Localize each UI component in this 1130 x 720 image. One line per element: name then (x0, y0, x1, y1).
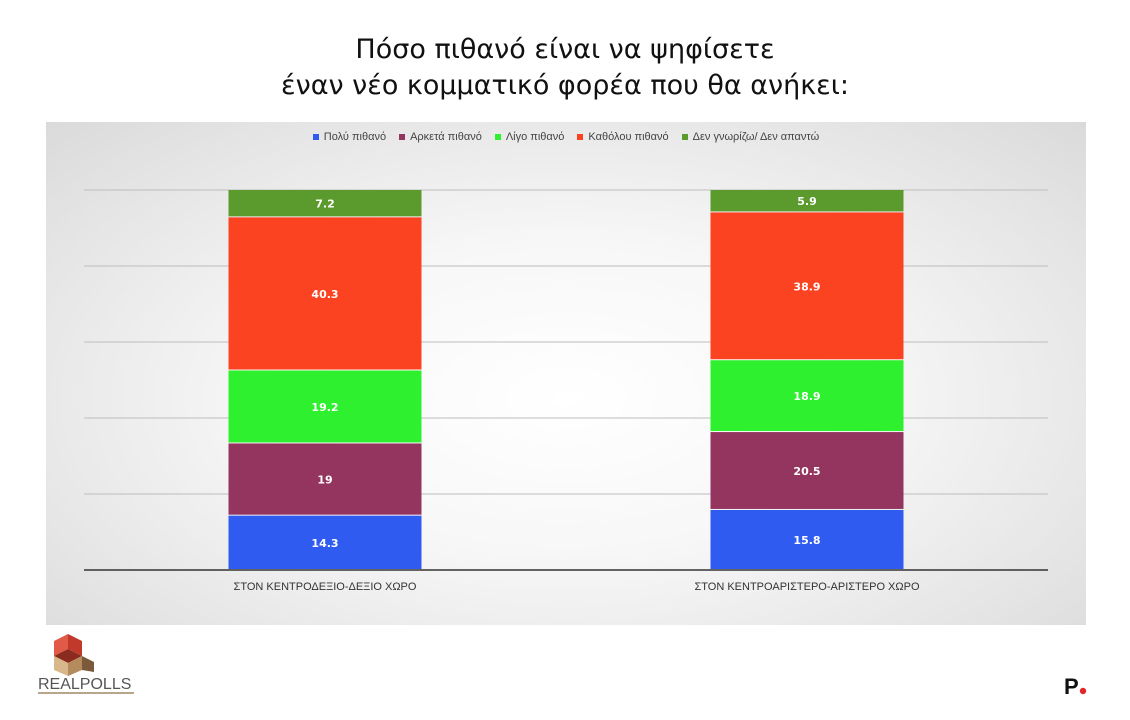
bar-segment (228, 217, 422, 370)
publisher-logo-icon: P (1064, 674, 1087, 699)
legend-item-little-likely: Λίγο πιθανό (494, 131, 565, 143)
stacked-bar-chart: 14.3 19 19.2 40.3 7.2 ΣΤΟΝ ΚΕΝΤΡΟΔΕΞΙΟ-ΔΕΞΙΟ … (84, 189, 1048, 593)
bar-segment (710, 432, 904, 509)
realpolls-underline (38, 692, 134, 694)
data-label: 14.3 (311, 537, 338, 550)
data-label: 40.3 (311, 288, 338, 301)
bar-segment (710, 190, 904, 212)
data-label: 18.9 (793, 390, 820, 403)
bar-segment (228, 515, 422, 569)
legend-item-dont-know: Δεν γνωρίζω/ Δεν απαντώ (681, 131, 820, 143)
data-label: 38.9 (793, 280, 820, 293)
legend-label: Αρκετά πιθανό (410, 131, 482, 143)
chart-panel: Πολύ πιθανό Αρκετά πιθανό Λίγο πιθανό Κα… (46, 122, 1086, 625)
data-label: 15.8 (793, 534, 820, 547)
legend-item-not-at-all: Καθόλου πιθανό (577, 131, 669, 143)
legend-item-very-likely: Πολύ πιθανό (312, 131, 387, 143)
bar-segment (710, 212, 904, 360)
realpolls-cube-icon (54, 634, 94, 676)
realpolls-brand: REALPOLLS (38, 676, 132, 693)
legend-swatch (494, 134, 501, 140)
bar-segment (228, 443, 422, 515)
legend-label: Λίγο πιθανό (505, 131, 565, 143)
data-label: 5.9 (797, 195, 817, 208)
bar-segment (228, 370, 422, 443)
publisher-logo: P (1062, 672, 1092, 702)
legend-swatch (577, 134, 584, 140)
data-label: 19 (317, 474, 332, 487)
legend-label: Πολύ πιθανό (323, 131, 387, 143)
chart-title: Πόσο πιθανό είναι να ψηφίσετε έναν νέο κ… (0, 32, 1130, 104)
legend-item-quite-likely: Αρκετά πιθανό (399, 131, 482, 143)
data-label: 7.2 (315, 198, 335, 211)
legend-swatch (312, 134, 319, 140)
legend-label: Καθόλου πιθανό (588, 131, 669, 143)
category-label: ΣΤΟΝ ΚΕΝΤΡΟΔΕΞΙΟ-ΔΕΞΙΟ ΧΩΡΟ (234, 581, 417, 593)
data-label: 20.5 (793, 465, 820, 478)
chart-legend: Πολύ πιθανό Αρκετά πιθανό Λίγο πιθανό Κα… (46, 131, 1086, 143)
chart-title-line-1: Πόσο πιθανό είναι να ψηφίσετε (355, 34, 775, 65)
legend-swatch (399, 134, 406, 140)
bar-segment (710, 360, 904, 432)
bar-segment (228, 190, 422, 217)
data-label: 19.2 (311, 401, 338, 414)
realpolls-logo: REALPOLLS (38, 628, 148, 698)
legend-label: Δεν γνωρίζω/ Δεν απαντώ (692, 131, 820, 143)
legend-swatch (681, 134, 688, 140)
bar-segment (710, 509, 904, 569)
category-label: ΣΤΟΝ ΚΕΝΤΡΟΑΡΙΣΤΕΡΟ-ΑΡΙΣΤΕΡΟ ΧΩΡΟ (694, 581, 919, 593)
svg-text:P: P (1064, 674, 1079, 699)
chart-title-line-2: έναν νέο κομματικό φορέα που θα ανήκει: (281, 70, 849, 101)
